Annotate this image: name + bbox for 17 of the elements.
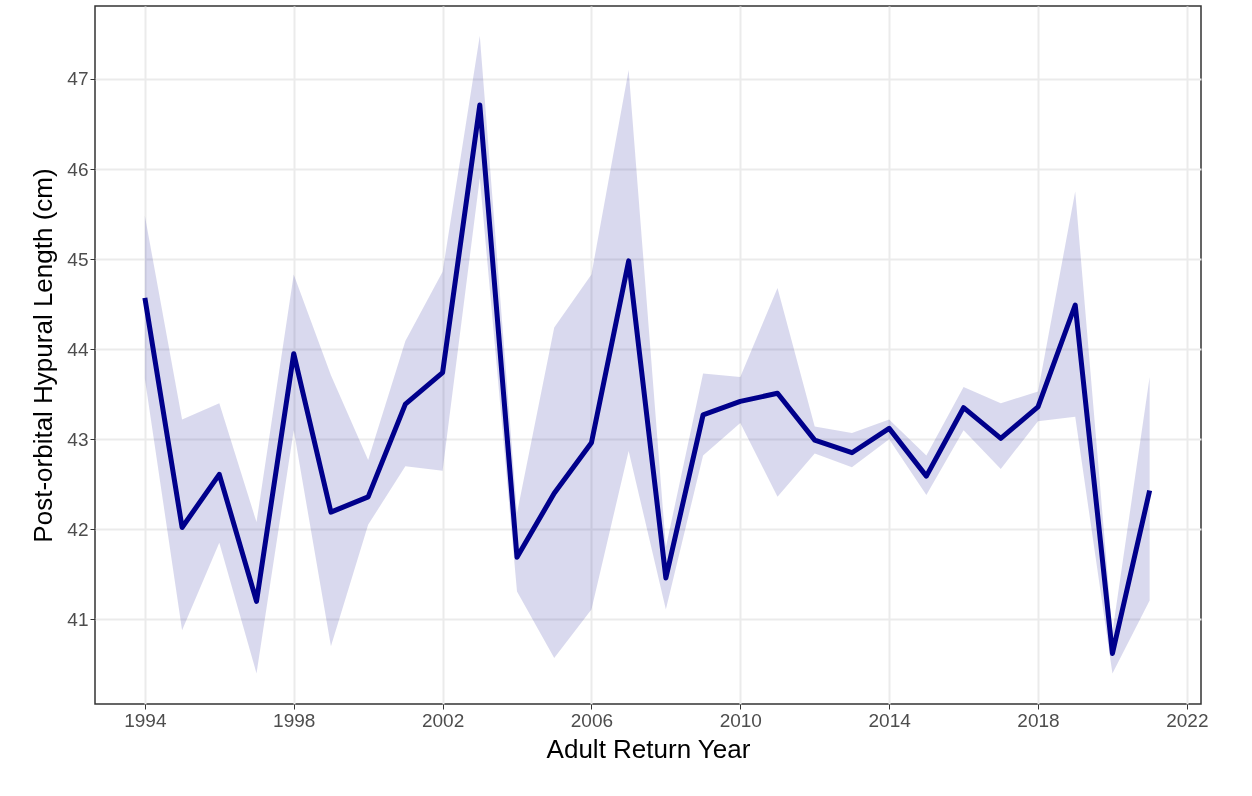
x-tick-label: 1998 [273,709,316,731]
y-tick-label: 46 [67,158,89,180]
y-tick-label: 45 [67,248,89,270]
x-axis-title: Adult Return Year [546,733,751,764]
x-tick-label: 2002 [421,709,465,731]
x-tick-label: 2010 [719,709,762,731]
x-tick-label: 2022 [1166,709,1209,731]
x-tick-label: 1994 [124,709,167,731]
y-tick-label: 44 [67,338,89,360]
y-tick-label: 41 [67,608,89,630]
y-tick-label: 42 [67,518,89,540]
y-tick-label: 47 [67,68,89,90]
x-tick-label: 2014 [868,709,912,731]
y-axis-title: Post-orbital Hypural Length (cm) [28,168,59,543]
x-tick-label: 2006 [570,709,614,731]
x-tick-label: 2018 [1017,709,1060,731]
y-tick-label: 43 [67,428,89,450]
